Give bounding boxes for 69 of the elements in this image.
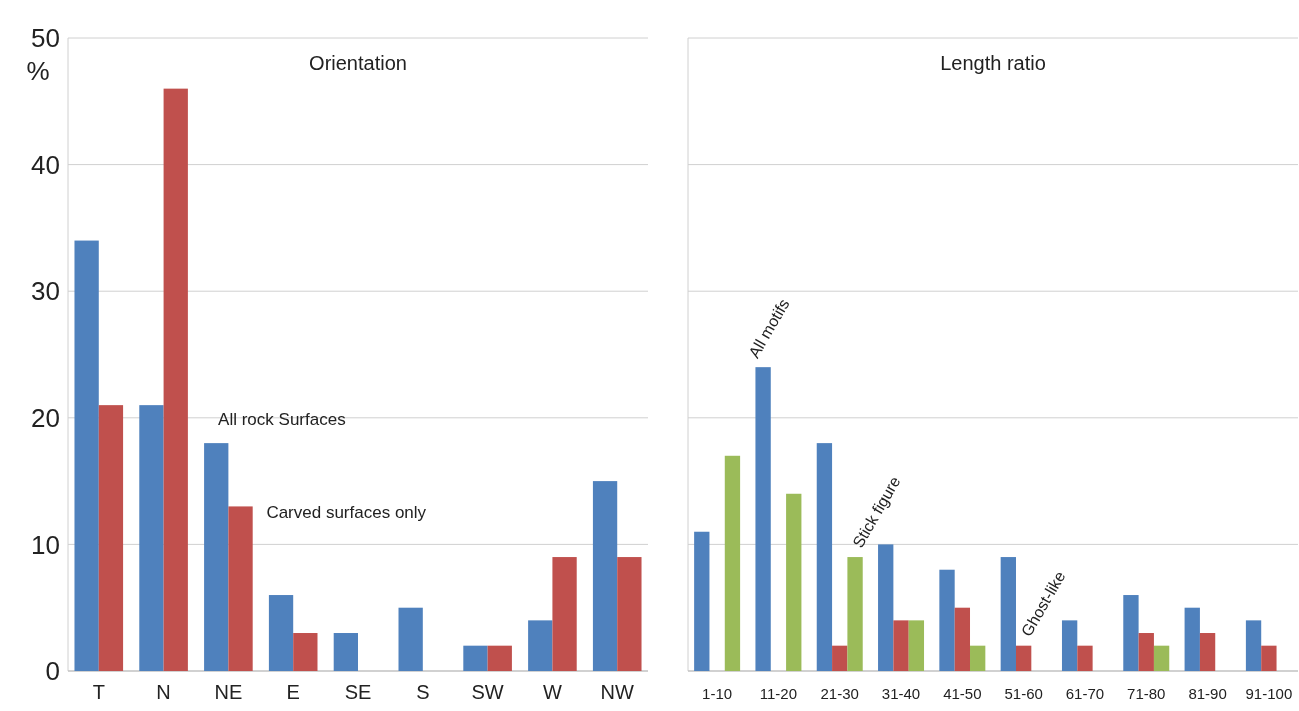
x-tick-label: 81-90 (1188, 685, 1227, 702)
text: Orientation (309, 52, 407, 74)
bar (954, 607, 971, 671)
x-tick-label: T (92, 681, 105, 703)
bar (939, 569, 955, 671)
bar (463, 645, 488, 671)
bar (1123, 595, 1139, 671)
bar (1000, 557, 1016, 671)
bar (617, 557, 642, 671)
x-tick-label: E (286, 681, 300, 703)
bar (592, 481, 618, 671)
x-tick-label: 71-80 (1127, 685, 1166, 702)
bar (204, 443, 229, 671)
x-tick-label: 31-40 (881, 685, 921, 702)
bar (970, 645, 986, 671)
bar (1138, 633, 1154, 671)
bar (293, 633, 318, 671)
x-tick-label: 1-10 (702, 685, 733, 702)
bar (333, 633, 358, 671)
bar (139, 405, 164, 671)
bar (1153, 645, 1170, 671)
x-tick-label: 11-20 (759, 685, 798, 702)
y-tick-label: 20 (31, 402, 60, 433)
x-tick-label: 91-100 (1245, 685, 1293, 702)
x-tick-label: 61-70 (1065, 685, 1105, 702)
bar (74, 240, 99, 671)
bar (398, 607, 423, 671)
bar (1077, 645, 1093, 671)
x-tick-label: S (416, 681, 430, 703)
series-label: All rock Surfaces (218, 410, 346, 430)
bar (724, 455, 741, 671)
bar (816, 443, 833, 671)
x-tick-label: 51-60 (1004, 685, 1043, 702)
bar (786, 493, 802, 671)
y-tick-label: 40 (31, 149, 60, 180)
bar (755, 367, 771, 671)
x-tick-label: NE (214, 681, 243, 703)
bar (1184, 607, 1200, 671)
x-tick-label: 41-50 (943, 685, 982, 702)
x-tick-label: 21-30 (820, 685, 859, 702)
bar (268, 595, 294, 671)
x-tick-label: N (156, 681, 171, 703)
x-tick-label: SE (344, 681, 372, 703)
y-tick-label: 0 (45, 656, 60, 687)
x-tick-label: NW (600, 681, 634, 703)
x-tick-label: W (542, 681, 562, 703)
y-tick-label: 50 (31, 23, 60, 54)
bar (908, 620, 925, 671)
bar (552, 557, 577, 671)
text: Length ratio (940, 52, 1046, 74)
bar (847, 557, 863, 671)
bar (98, 405, 124, 671)
bar (1199, 633, 1216, 671)
bar (1245, 620, 1262, 671)
x-tick-label: SW (471, 681, 504, 703)
bar (1261, 645, 1277, 671)
bar (1015, 645, 1032, 671)
bar (228, 506, 253, 671)
bar (163, 88, 188, 671)
series-label: Carved surfaces only (266, 503, 427, 523)
bar (528, 620, 553, 671)
bar (878, 544, 894, 671)
y-tick-label: 30 (31, 276, 60, 307)
y-axis-title: % (26, 56, 50, 86)
bar (893, 620, 909, 671)
bar (832, 645, 848, 671)
bar (694, 531, 710, 671)
bar (487, 645, 512, 671)
y-tick-label: 10 (31, 529, 60, 560)
